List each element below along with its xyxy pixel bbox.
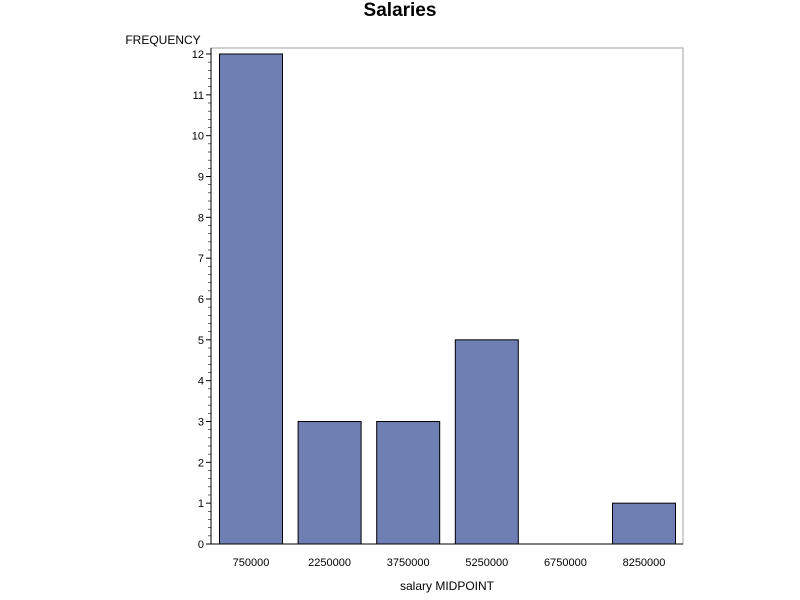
bar [297,421,362,545]
y-tick-label: 4 [198,376,204,388]
y-tick-label: 12 [192,49,204,61]
x-tick-label: 6750000 [544,557,587,569]
bar [219,53,283,545]
bars [219,53,676,545]
y-tick-label: 0 [198,539,204,551]
y-tick-label: 8 [198,212,204,224]
y-tick-label: 11 [193,90,204,102]
bar [454,339,519,545]
x-tick-label: 3750000 [387,557,430,569]
chart-title: Salaries [364,0,437,21]
bar [376,421,441,545]
y-tick-label: 10 [192,131,204,143]
y-tick-label: 7 [198,253,204,265]
y-axis-label: FREQUENCY [125,33,200,47]
x-tick-labels: 750000 2250000 3750000 5250000 6750000 825000… [233,557,666,569]
y-tick-label: 2 [198,457,204,469]
x-tick-label: 5250000 [465,557,508,569]
y-tick-label: 9 [198,172,204,184]
x-tick-label: 8250000 [623,557,666,569]
x-tick-label: 750000 [233,557,270,569]
x-axis-label: salary MIDPOINT [400,579,495,593]
bar [612,502,676,545]
x-tick-label: 2250000 [308,557,351,569]
y-tick-label: 1 [198,498,204,510]
y-tick-label: 6 [198,294,204,306]
y-tick-label: 3 [198,417,204,429]
y-tick-label: 5 [198,335,204,347]
